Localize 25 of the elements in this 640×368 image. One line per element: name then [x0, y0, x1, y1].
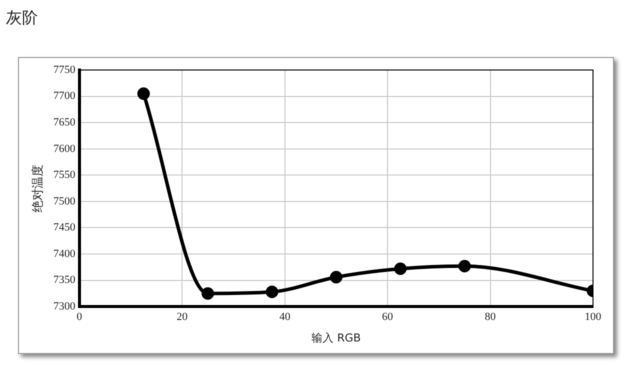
y-tick-label: 7450: [53, 222, 76, 234]
point: [330, 270, 342, 284]
y-tick-label: 7650: [53, 116, 76, 128]
x-tick-label: 80: [484, 311, 496, 324]
y-tick-label: 7700: [53, 90, 76, 102]
y-tick-label: 7750: [53, 64, 76, 76]
y-tick-label: 7300: [53, 300, 76, 312]
point: [202, 287, 214, 300]
point: [458, 260, 471, 272]
x-tick-label: 60: [382, 311, 394, 324]
y-tick-label: 7500: [53, 195, 76, 208]
y-tick-label: 7350: [53, 274, 76, 286]
y-tick-label: 7550: [53, 169, 76, 182]
point: [394, 262, 407, 275]
point: [266, 286, 278, 298]
point: [137, 87, 150, 100]
x-axis-title: 输入 RGB: [312, 331, 361, 344]
chart-title: 灰阶: [6, 8, 38, 29]
y-tick-label: 7600: [53, 142, 76, 155]
x-tick-label: 0: [76, 311, 83, 324]
y-tick-label: 7400: [53, 248, 76, 260]
y-axis-title: 绝对温度: [30, 164, 44, 212]
x-tick-label: 40: [279, 311, 291, 324]
x-tick-label: 100: [584, 311, 602, 324]
x-tick-label: 20: [176, 311, 188, 324]
